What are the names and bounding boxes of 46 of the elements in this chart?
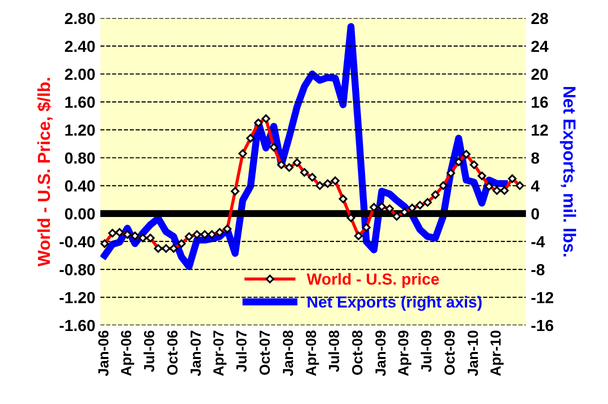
y2-tick-label: -16 (531, 320, 554, 332)
y2-tick-label: -4 (531, 236, 545, 248)
y2-tick-label: 0 (531, 208, 540, 220)
x-tick-label: Jan-06 (98, 330, 109, 376)
x-tick-label: Jan-07 (190, 330, 201, 376)
x-tick-label: Jul-08 (328, 330, 340, 372)
x-tick-label: Jan-10 (468, 330, 478, 376)
legend-label: World - U.S. price (306, 273, 439, 288)
y-tick-label: -0.40 (60, 236, 95, 248)
x-tick-label: Jul-09 (420, 330, 432, 372)
x-tick-label: Jan-09 (375, 330, 386, 376)
y-axis-title: World - U.S. Price, $/lb. (37, 78, 53, 267)
y-tick-label: -1.20 (60, 292, 95, 304)
y2-tick-label: -12 (531, 292, 554, 304)
x-tick-label: Apr-09 (398, 330, 412, 376)
y-tick-label: 1.60 (65, 96, 95, 108)
x-tick-label: Oct-08 (352, 330, 362, 375)
y2-tick-label: 28 (531, 12, 548, 24)
x-tick-label: Jul-07 (236, 330, 247, 372)
y-tick-label: 0.80 (65, 152, 95, 164)
x-tick-label: Jul-06 (144, 330, 154, 372)
x-tick-label: Oct-09 (444, 330, 455, 375)
y-tick-label: -0.80 (60, 264, 95, 276)
x-tick-label: Oct-06 (167, 330, 178, 375)
y2-tick-label: -8 (531, 264, 544, 276)
y-tick-label: 1.20 (65, 124, 95, 136)
x-tick-label: Jan-08 (282, 330, 294, 376)
y2-tick-label: 4 (531, 180, 540, 192)
x-tick-label: Apr-08 (306, 330, 320, 376)
y2-tick-label: 20 (531, 68, 548, 80)
y-tick-label: -1.60 (60, 320, 95, 332)
x-tick-label: Apr-07 (213, 330, 226, 376)
y2-tick-label: 12 (532, 124, 548, 136)
x-tick-label: Apr-06 (120, 330, 134, 376)
x-tick-label: Oct-07 (260, 330, 270, 375)
y-tick-label: 2.40 (64, 40, 95, 52)
y2-axis-title: Net Exports, mil. lbs. (560, 87, 576, 256)
y2-tick-label: 24 (531, 40, 548, 52)
y-tick-label: 0.00 (65, 208, 95, 220)
y-tick-label: 2.00 (64, 68, 95, 80)
y2-tick-label: 8 (531, 152, 540, 164)
y-tick-label: 2.80 (64, 12, 95, 24)
legend-label: Net Exports (right axis) (308, 296, 482, 311)
y2-tick-label: 16 (532, 96, 548, 108)
y-tick-label: 0.40 (65, 180, 95, 192)
x-tick-label: Apr-10 (490, 330, 504, 376)
